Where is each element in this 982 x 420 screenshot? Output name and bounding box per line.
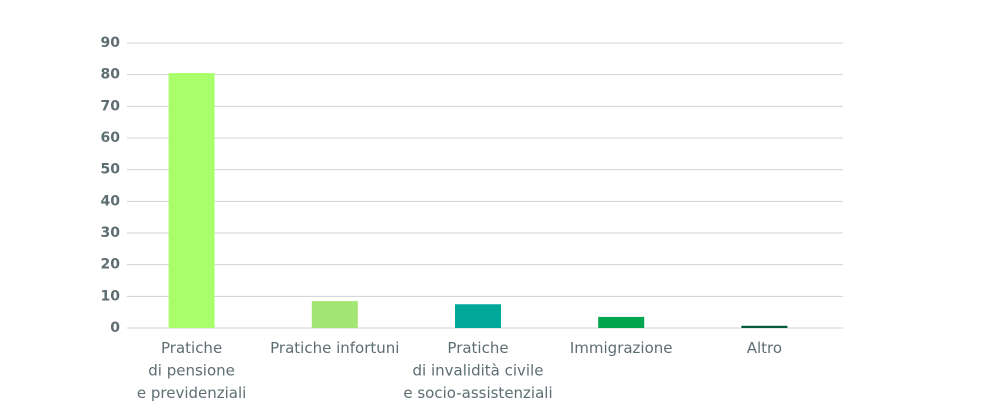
x-tick-label-line: Pratiche [161, 339, 222, 357]
bar [455, 304, 501, 328]
y-tick-label: 80 [101, 67, 121, 83]
x-tick-label-line: di pensione [148, 361, 235, 379]
x-tick-label-line: Pratiche [447, 339, 508, 357]
y-tick-label: 70 [101, 98, 121, 114]
bar [598, 316, 645, 328]
y-tick-label: 10 [101, 288, 121, 304]
x-tick-label-line: e socio-assistenziali [403, 384, 552, 402]
y-tick-label: 50 [101, 162, 121, 178]
x-tick-label-line: Altro [747, 339, 782, 357]
x-tick-label: Pratiche di invalidità civile e socio-assi… [403, 339, 552, 402]
bar [168, 73, 215, 328]
bar [741, 325, 788, 328]
y-tick-label: 60 [101, 130, 121, 146]
x-tick-label: Immigrazione [570, 339, 673, 357]
y-tick-label: 30 [101, 225, 121, 241]
y-tick-label: 90 [101, 35, 121, 51]
x-tick-label: Pratiche di pensione e previdenziali [137, 339, 246, 402]
bar [311, 301, 358, 328]
x-tick-label-line: e previdenziali [137, 384, 246, 402]
y-tick-label: 0 [110, 320, 120, 336]
x-tick-label: Pratiche infortuni [270, 339, 399, 357]
x-tick-label: Altro [747, 339, 782, 357]
y-tick-label: 40 [101, 193, 121, 209]
x-tick-label-line: Immigrazione [570, 339, 673, 357]
x-tick-label-line: Pratiche infortuni [270, 339, 399, 357]
x-tick-label-line: di invalidità civile [413, 361, 544, 379]
y-tick-label: 20 [101, 257, 121, 273]
